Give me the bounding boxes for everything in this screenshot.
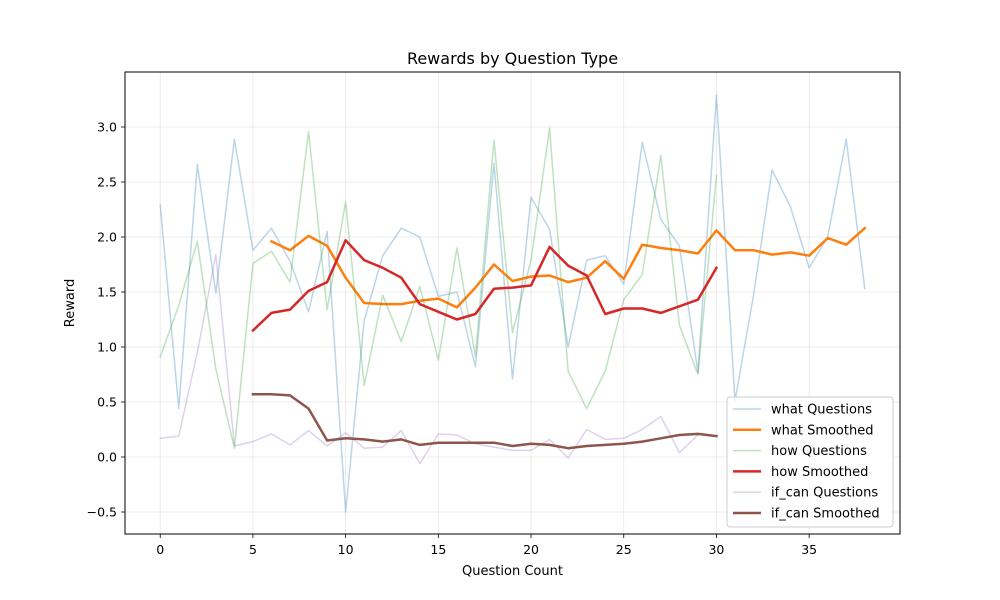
series-line-if-can-smoothed (251, 393, 718, 450)
legend-label-what-questions: what Questions (771, 403, 872, 418)
y-tick-label: 0.5 (97, 395, 117, 410)
legend-label-if-can-smoothed: if_can Smoothed (771, 507, 880, 522)
series-lines (159, 94, 867, 513)
series-line-if-can-questions (159, 253, 699, 465)
series-line-what-smoothed (269, 226, 867, 309)
y-axis-label: Reward (63, 279, 78, 327)
y-tick-label: 1.5 (97, 285, 117, 300)
x-tick-label: 15 (430, 542, 446, 557)
y-tick-label: −0.5 (87, 505, 117, 520)
chart-title: Rewards by Question Type (407, 49, 618, 68)
legend-label-how-questions: how Questions (771, 444, 867, 459)
x-axis-label: Question Count (462, 564, 563, 579)
series-line-how-smoothed (251, 239, 719, 333)
x-axis: 0 5 10 15 20 25 30 35 (156, 534, 817, 557)
legend-label-if-can-questions: if_can Questions (771, 486, 878, 501)
x-tick-label: 25 (616, 542, 632, 557)
y-axis: −0.5 0.0 0.5 1.0 1.5 2.0 2.5 3.0 (87, 120, 125, 520)
y-tick-label: 2.5 (97, 175, 117, 190)
x-tick-label: 5 (249, 542, 257, 557)
legend: what Questions what Smoothed how Questions… (726, 396, 894, 528)
series-line-what-questions (159, 94, 866, 513)
y-tick-label: 3.0 (97, 120, 117, 135)
x-tick-label: 20 (523, 542, 539, 557)
x-tick-label: 30 (708, 542, 724, 557)
y-tick-label: 2.0 (97, 230, 117, 245)
series-line-how-questions (159, 127, 718, 449)
legend-label-how-smoothed: how Smoothed (771, 465, 868, 480)
y-tick-label: 0.0 (97, 450, 117, 465)
x-tick-label: 35 (801, 542, 817, 557)
x-tick-label: 10 (338, 542, 354, 557)
y-tick-label: 1.0 (97, 340, 117, 355)
x-tick-label: 0 (156, 542, 164, 557)
legend-label-what-smoothed: what Smoothed (771, 423, 873, 438)
plot-area-frame (124, 71, 901, 535)
legend-box (726, 396, 894, 528)
